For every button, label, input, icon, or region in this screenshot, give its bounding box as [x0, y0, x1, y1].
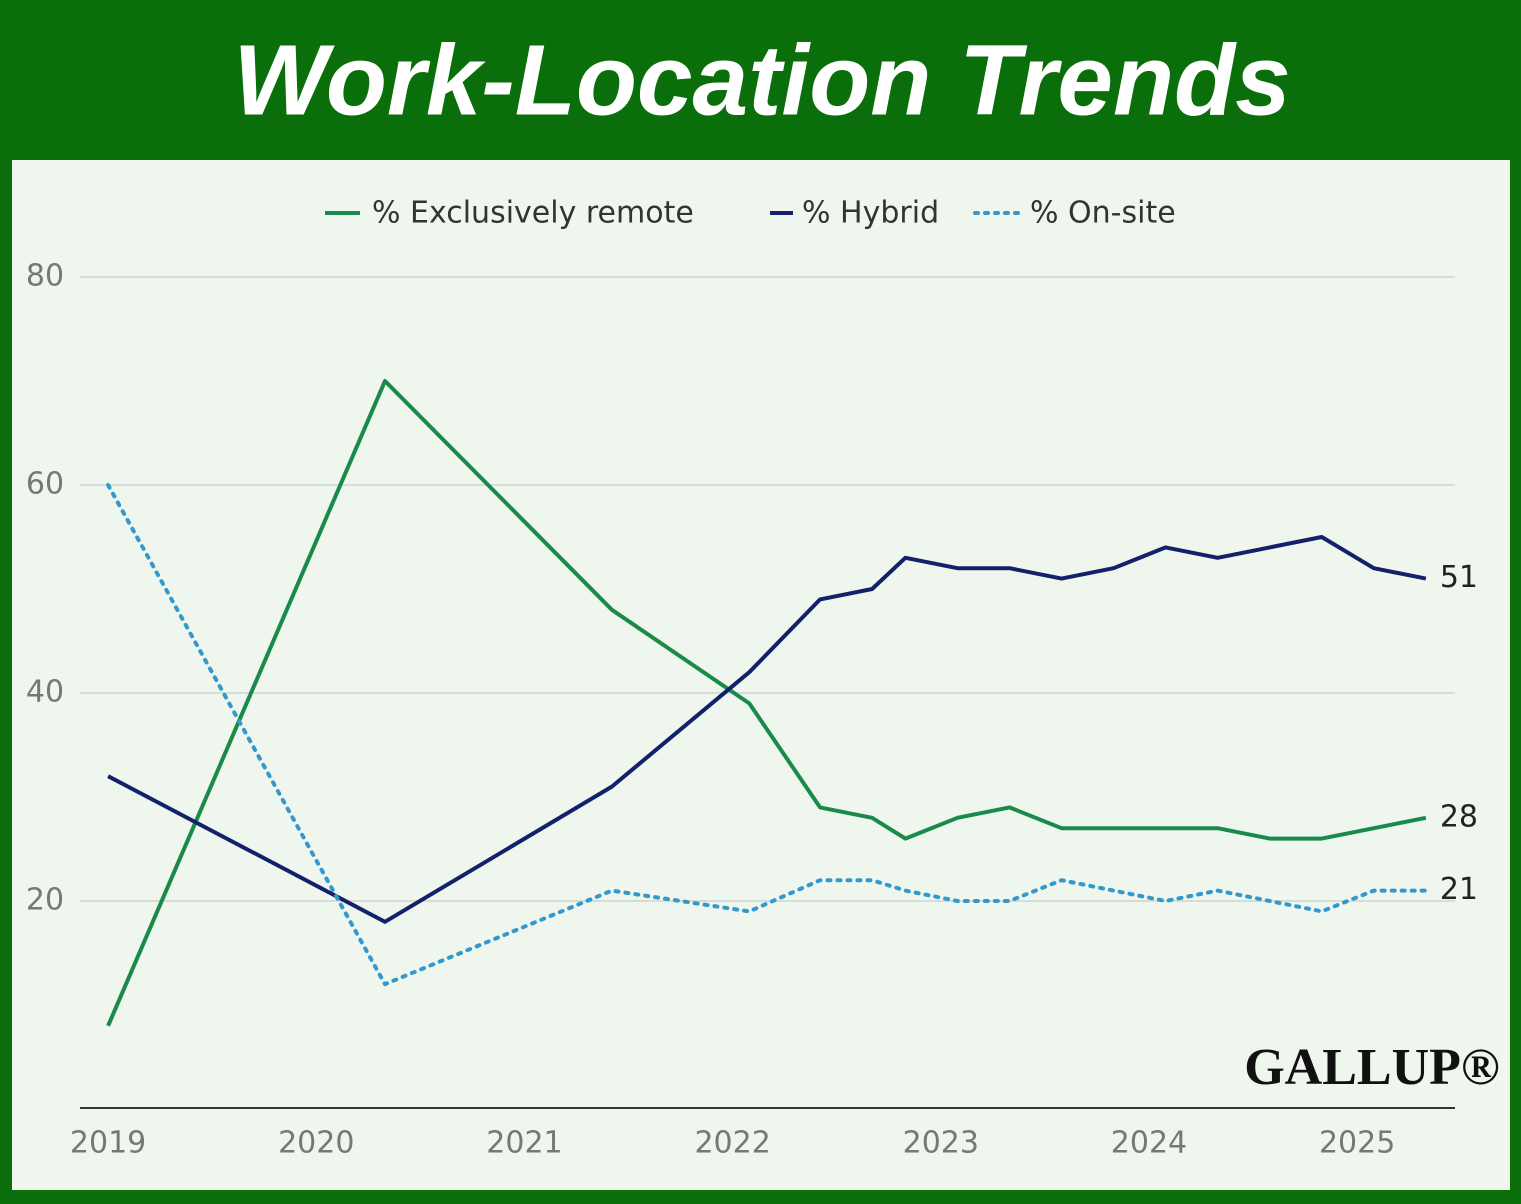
- series-line: [107, 535, 1427, 924]
- legend-label: % On-site: [1030, 196, 1176, 231]
- x-tick-label: 2019: [70, 1126, 146, 1161]
- logo: GALLUP®: [1244, 1039, 1500, 1096]
- plot-background: [12, 160, 1510, 1190]
- chart-title: Work-Location Trends: [233, 24, 1291, 136]
- y-tick-label: 80: [26, 259, 64, 294]
- series-line: [106, 483, 1428, 987]
- end-label: 51: [1440, 560, 1478, 595]
- x-tick-label: 2024: [1111, 1126, 1187, 1161]
- legend-label: % Hybrid: [802, 196, 939, 231]
- x-tick-label: 2025: [1319, 1126, 1395, 1161]
- x-tick-label: 2023: [903, 1126, 979, 1161]
- y-tick-label: 60: [26, 467, 64, 502]
- y-tick-label: 20: [26, 883, 64, 918]
- x-tick-label: 2021: [486, 1126, 562, 1161]
- x-tick-label: 2022: [694, 1126, 770, 1161]
- end-label: 28: [1440, 799, 1478, 834]
- end-label: 21: [1440, 872, 1478, 907]
- series-line: [106, 379, 1427, 1027]
- x-tick-label: 2020: [278, 1126, 354, 1161]
- legend-label: % Exclusively remote: [372, 196, 694, 231]
- y-tick-label: 40: [26, 675, 64, 710]
